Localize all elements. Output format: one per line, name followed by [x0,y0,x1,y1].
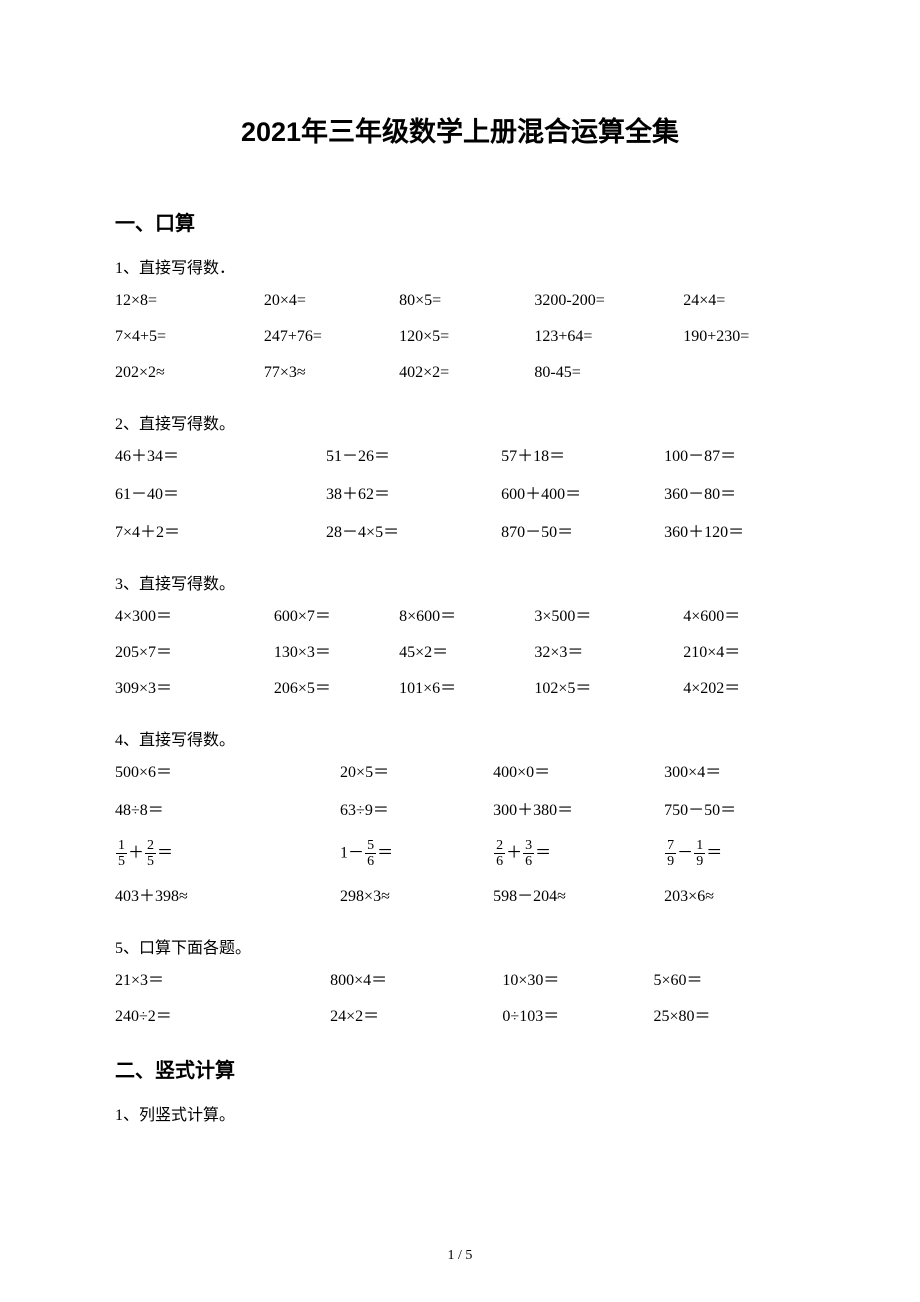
problem-cell: 247+76= [264,326,399,348]
problem-cell: 298×3≈ [298,886,481,908]
subsection-5: 5、口算下面各题。 21×3＝800×4＝10×30＝5×60＝ 240÷2＝24… [115,934,805,1028]
section-2-sub: 1、列竖式计算。 [115,1101,805,1125]
sub-heading-4: 4、直接写得数。 [115,726,805,750]
problem-cell: 0÷103＝ [468,1006,653,1028]
problem-grid-4: 500×6＝20×5＝400×0＝300×4＝ 48÷8＝63÷9＝300＋380… [115,762,805,908]
problem-grid-2: 46＋34＝51－26＝57＋18＝100－87＝ 61－40＝38＋62＝600… [115,446,805,544]
problem-cell: 870－50＝ [481,522,664,544]
problem-cell: 4×202＝ [683,678,805,700]
problem-cell: 5×60＝ [654,970,805,992]
problem-cell: 77×3≈ [264,362,399,384]
problem-cell: 79－19＝ [664,838,805,870]
problem-cell: 80×5= [399,290,534,312]
problem-cell: 500×6＝ [115,762,298,784]
problem-cell: 25×80＝ [654,1006,805,1028]
problem-cell: 57＋18＝ [481,446,664,468]
section-1-heading: 一、口算 [115,207,805,236]
problem-cell: 130×3＝ [264,642,399,664]
problem-cell: 205×7＝ [115,642,264,664]
sub-heading-5: 5、口算下面各题。 [115,934,805,958]
problem-cell: 400×0＝ [481,762,664,784]
problem-cell: 3200-200= [534,290,683,312]
problem-cell: 202×2≈ [115,362,264,384]
problem-cell: 61－40＝ [115,484,298,506]
problem-cell: 190+230= [683,326,805,348]
problem-cell: 32×3＝ [534,642,683,664]
problem-cell: 101×6＝ [399,678,534,700]
problem-cell: 46＋34＝ [115,446,298,468]
problem-cell: 24×4= [683,290,805,312]
problem-cell: 203×6≈ [664,886,805,908]
problem-cell: 800×4＝ [300,970,468,992]
problem-cell: 7×4＋2＝ [115,522,298,544]
problem-cell: 45×2＝ [399,642,534,664]
problem-cell: 3×500＝ [534,606,683,628]
problem-cell: 26＋36＝ [481,838,664,870]
sub-heading-1: 1、直接写得数． [115,254,805,278]
page-title: 2021年三年级数学上册混合运算全集 [115,110,805,149]
problem-cell: 80-45= [534,362,683,384]
problem-cell: 360－80＝ [664,484,805,506]
problem-cell: 403＋398≈ [115,886,298,908]
problem-cell: 20×4= [264,290,399,312]
problem-cell: 15＋25＝ [115,838,298,870]
problem-cell: 1－56＝ [298,838,481,870]
problem-cell: 28－4×5＝ [298,522,481,544]
sub-heading-3: 3、直接写得数。 [115,570,805,594]
problem-cell: 21×3＝ [115,970,300,992]
problem-cell: 300×4＝ [664,762,805,784]
problem-cell: 402×2= [399,362,534,384]
problem-cell: 12×8= [115,290,264,312]
problem-cell: 10×30＝ [468,970,653,992]
problem-cell: 240÷2＝ [115,1006,300,1028]
problem-cell: 300＋380＝ [481,800,664,822]
problem-cell: 600×7＝ [264,606,399,628]
problem-cell: 48÷8＝ [115,800,298,822]
problem-cell: 8×600＝ [399,606,534,628]
sub-heading-2: 2、直接写得数。 [115,410,805,434]
subsection-3: 3、直接写得数。 4×300＝600×7＝8×600＝3×500＝4×600＝ 2… [115,570,805,700]
problem-cell: 38＋62＝ [298,484,481,506]
problem-cell: 309×3＝ [115,678,264,700]
problem-cell: 24×2＝ [300,1006,468,1028]
problem-cell: 360＋120＝ [664,522,805,544]
problem-cell: 600＋400＝ [481,484,664,506]
problem-cell: 4×600＝ [683,606,805,628]
problem-cell: 4×300＝ [115,606,264,628]
problem-cell: 120×5= [399,326,534,348]
problem-cell: 210×4＝ [683,642,805,664]
problem-cell: 750－50＝ [664,800,805,822]
problem-grid-5: 21×3＝800×4＝10×30＝5×60＝ 240÷2＝24×2＝0÷103＝2… [115,970,805,1028]
problem-cell [683,362,805,384]
problem-cell: 102×5＝ [534,678,683,700]
problem-cell: 206×5＝ [264,678,399,700]
problem-cell: 100－87＝ [664,446,805,468]
problem-cell: 123+64= [534,326,683,348]
subsection-1: 1、直接写得数． 12×8=20×4=80×5=3200-200=24×4= 7×… [115,254,805,384]
problem-cell: 63÷9＝ [298,800,481,822]
problem-cell: 51－26＝ [298,446,481,468]
problem-cell: 598－204≈ [481,886,664,908]
subsection-4: 4、直接写得数。 500×6＝20×5＝400×0＝300×4＝ 48÷8＝63÷… [115,726,805,908]
problem-grid-3: 4×300＝600×7＝8×600＝3×500＝4×600＝ 205×7＝130×… [115,606,805,700]
section-2-heading: 二、竖式计算 [115,1054,805,1083]
subsection-2: 2、直接写得数。 46＋34＝51－26＝57＋18＝100－87＝ 61－40＝… [115,410,805,544]
page-number: 1 / 5 [0,1248,920,1264]
problem-cell: 20×5＝ [298,762,481,784]
problem-grid-1: 12×8=20×4=80×5=3200-200=24×4= 7×4+5=247+7… [115,290,805,384]
problem-cell: 7×4+5= [115,326,264,348]
